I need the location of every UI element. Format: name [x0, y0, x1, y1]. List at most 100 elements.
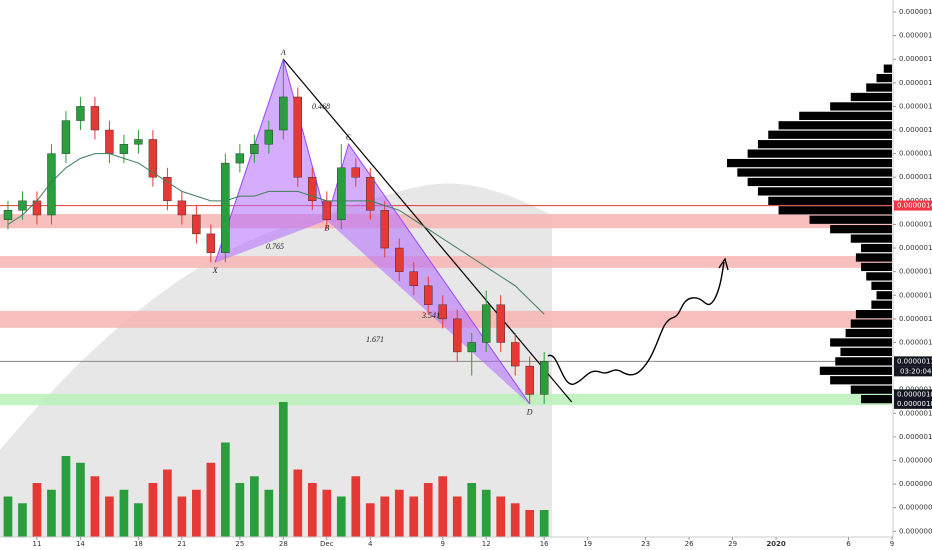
y-tick-label: 0.00000175 — [899, 79, 932, 87]
candle-body — [134, 139, 143, 145]
y-tick-label: 0.00000145 — [899, 220, 932, 228]
price-label: 0.00000109 — [897, 390, 932, 398]
candle-body — [293, 96, 303, 178]
x-tick-label: 11 — [32, 540, 41, 548]
y-tick-label: 0.00000120 — [899, 338, 932, 346]
pattern-point-label: D — [526, 408, 533, 417]
volume-bar — [510, 503, 520, 537]
candle-body — [525, 365, 534, 395]
volume-bar — [177, 496, 187, 537]
y-tick-label: 0.00000190 — [899, 8, 932, 16]
profile-bar — [809, 215, 892, 224]
candle-body — [192, 214, 201, 235]
candle-body — [438, 304, 447, 320]
volume-bar — [221, 442, 230, 537]
price-label: 0.00000107 — [897, 400, 932, 408]
y-tick-label: 0.00000155 — [899, 173, 932, 181]
profile-bar — [855, 310, 892, 319]
profile-bar — [866, 83, 892, 92]
volume-bar — [438, 476, 448, 537]
profile-bar — [840, 347, 892, 357]
profile-bar — [861, 243, 892, 253]
candle-body — [47, 153, 56, 216]
y-tick-label: 0.00000130 — [899, 291, 932, 299]
candle-body — [264, 129, 274, 145]
candle-body — [148, 139, 158, 178]
y-tick-label: 0.00000095 — [899, 457, 932, 465]
volume-bar — [394, 489, 404, 537]
projection-arrow — [547, 261, 725, 385]
profile-bar — [850, 92, 892, 102]
volume-bar — [90, 476, 100, 537]
profile-bar — [799, 111, 892, 120]
candle-body — [395, 247, 404, 272]
candle-body — [206, 233, 216, 253]
candle-body — [511, 342, 520, 367]
profile-bar — [866, 272, 892, 281]
volume-bar — [525, 510, 535, 537]
volume-bar — [206, 462, 216, 537]
y-tick-label: 0.00000160 — [899, 150, 932, 158]
candle-body — [235, 153, 245, 164]
y-tick-label: 0.00000100 — [899, 433, 932, 441]
ratio-label: 0.765 — [266, 242, 284, 251]
x-tick-label: 18 — [134, 540, 143, 548]
profile-bar — [778, 206, 892, 215]
candle-body — [409, 271, 418, 287]
y-tick-label: 0.00000170 — [899, 102, 932, 110]
profile-bar — [819, 366, 892, 375]
price-label-box — [894, 389, 932, 400]
candle-body — [221, 162, 230, 253]
pattern-point-label: X — [212, 266, 219, 275]
volume-bar — [380, 496, 390, 537]
candle-body — [90, 106, 100, 131]
volume-bar — [192, 489, 201, 537]
profile-bar — [737, 168, 892, 177]
profile-bar — [876, 73, 892, 83]
candle-body — [76, 106, 85, 121]
ratio-label: 0.468 — [312, 102, 330, 111]
volume-bar — [293, 469, 303, 537]
profile-bar — [830, 338, 892, 347]
y-tick-label: 0.00000090 — [899, 480, 932, 488]
profile-bar — [850, 234, 892, 243]
volume-bar — [18, 503, 27, 537]
x-tick-label: Dec — [320, 540, 334, 548]
x-tick-label: 25 — [235, 540, 244, 548]
price-label: 0.00000116 — [897, 357, 932, 365]
trendline — [282, 58, 573, 403]
candle-body — [539, 361, 549, 395]
volume-bar — [249, 476, 259, 537]
volume-bar — [134, 503, 143, 537]
y-tick-label: 0.00000180 — [899, 55, 932, 63]
y-tick-label: 0.00000080 — [899, 527, 932, 535]
x-tick-label: 6 — [846, 540, 851, 548]
candle-body — [424, 285, 433, 305]
price-label-box — [894, 356, 932, 367]
candle-body — [337, 167, 346, 220]
candle-body — [279, 96, 288, 131]
y-tick-label: 0.00000085 — [899, 504, 932, 512]
candle-body — [322, 200, 331, 220]
volume-bar — [105, 496, 114, 537]
price-label: 0.00000149 — [897, 202, 932, 210]
x-tick-label: 29 — [728, 540, 737, 548]
x-tick-label: 14 — [76, 540, 85, 548]
profile-bar — [830, 102, 892, 111]
volume-bar — [163, 469, 172, 537]
x-tick-label: 9 — [890, 540, 894, 548]
profile-bar — [871, 281, 892, 290]
profile-bar — [757, 140, 892, 149]
candle-body — [18, 200, 27, 211]
candle-body — [163, 177, 172, 202]
candle-body — [250, 143, 259, 154]
volume-bar — [148, 483, 158, 537]
volume-bar — [336, 496, 346, 537]
ratio-label: 1.671 — [366, 335, 384, 344]
pattern-point-label: A — [280, 48, 286, 57]
price-label-box — [894, 200, 932, 211]
x-tick-label: 9 — [441, 540, 445, 548]
volume-bar — [539, 510, 549, 537]
moving-average — [7, 153, 545, 315]
